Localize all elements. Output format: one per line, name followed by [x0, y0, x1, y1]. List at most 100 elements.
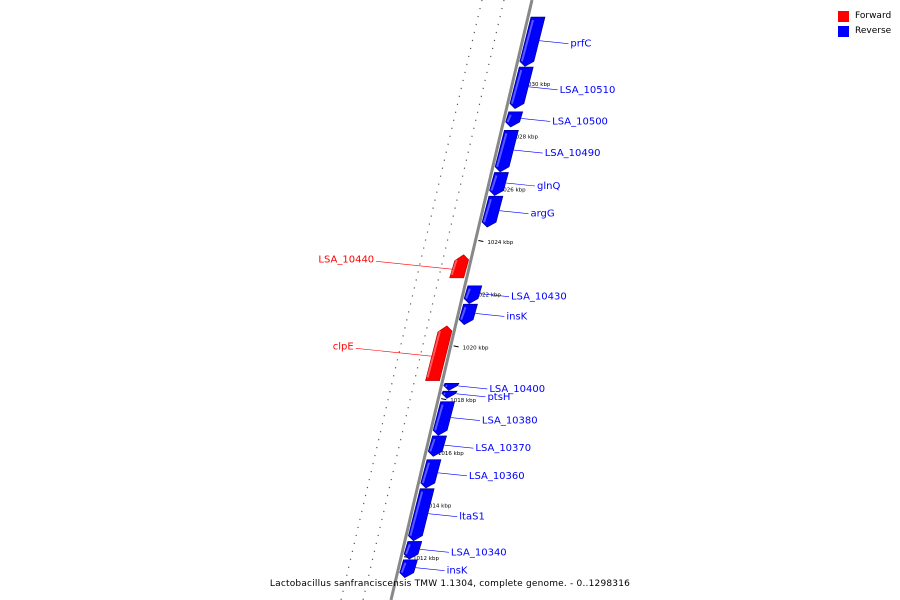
gene-leader-line: [428, 513, 458, 517]
gene-lsa_10340-16[interactable]: LSA_10340: [403, 541, 507, 560]
tick-mark: [478, 239, 484, 242]
gene-arrow[interactable]: [519, 16, 546, 67]
gene-arrow[interactable]: [399, 559, 418, 578]
gene-label[interactable]: LSA_10370: [475, 443, 531, 454]
gene-label[interactable]: LSA_10440: [318, 254, 374, 265]
gene-lsa_10400-10[interactable]: LSA_10400: [443, 382, 545, 395]
gene-highlight: [450, 259, 458, 276]
gene-ltas1-15[interactable]: ltaS1: [408, 488, 485, 542]
gene-leader-line: [513, 149, 543, 154]
gene-leader-line: [499, 210, 529, 214]
tick-label: 1018 kbp: [450, 398, 476, 404]
gene-clpe-9[interactable]: clpE: [333, 325, 453, 381]
tick-label: 1012 kbp: [413, 556, 439, 562]
gene-highlight: [506, 114, 512, 123]
gene-highlight: [483, 198, 492, 223]
gene-insk-17[interactable]: insK: [399, 559, 468, 578]
tick-mark: [453, 345, 459, 348]
gene-highlight: [421, 462, 430, 484]
gene-leader-line: [528, 86, 558, 91]
gene-leader-line: [539, 40, 569, 45]
tick-label: 1022 kbp: [475, 293, 501, 299]
gene-highlight: [465, 288, 471, 299]
gene-label[interactable]: clpE: [333, 341, 354, 352]
gene-arrow[interactable]: [403, 541, 423, 560]
gene-label[interactable]: LSA_10360: [469, 471, 525, 482]
forward-swatch: [838, 10, 849, 22]
gene-label[interactable]: LSA_10400: [489, 384, 545, 395]
gene-arrow[interactable]: [425, 325, 453, 381]
gene-label[interactable]: LSA_10430: [511, 292, 567, 303]
forward-label: Forward: [855, 11, 892, 21]
gene-leader-line: [437, 472, 467, 477]
gene-arrow[interactable]: [449, 254, 469, 279]
gene-arrow[interactable]: [505, 111, 524, 128]
genome-backbone: [389, 0, 534, 600]
gene-highlight: [460, 306, 467, 320]
tick-label: 1016 kbp: [438, 451, 464, 457]
genome-caption: Lactobacillus sanfranciscensis TMW 1.130…: [269, 579, 631, 589]
gene-lsa_10380-12[interactable]: LSA_10380: [432, 401, 538, 436]
tick-label: 1014 kbp: [425, 503, 451, 509]
gene-lsa_10500-2[interactable]: LSA_10500: [505, 111, 608, 128]
gene-label[interactable]: ltaS1: [459, 512, 485, 523]
gene-arrow[interactable]: [420, 459, 442, 489]
gene-label[interactable]: argG: [530, 209, 554, 220]
gene-leader-line: [444, 444, 474, 449]
tick-label: 1030 kbp: [525, 82, 551, 88]
legend-reverse: Reverse: [838, 24, 891, 38]
gene-highlight: [496, 133, 508, 168]
gene-leader-line: [505, 182, 536, 187]
tick-label: 1026 kbp: [500, 187, 526, 193]
gene-insk-8[interactable]: insK: [458, 303, 528, 326]
gene-arrow[interactable]: [443, 382, 460, 391]
gene-arrow[interactable]: [408, 488, 435, 542]
gene-highlight: [443, 392, 446, 396]
gene-leader-line: [415, 567, 445, 572]
gene-arrow[interactable]: [458, 303, 478, 326]
gene-lsa_10430-7[interactable]: LSA_10430: [463, 285, 567, 304]
gene-lsa_10510-1[interactable]: LSA_10510: [509, 66, 616, 109]
gene-highlight: [409, 491, 424, 536]
gene-highlight: [405, 544, 411, 555]
gene-ptsh-11[interactable]: ptsH: [441, 390, 511, 403]
dotted-guide-1: [362, 0, 505, 600]
gene-highlight: [400, 562, 407, 573]
gene-prfc-0[interactable]: prfC: [519, 16, 592, 67]
gene-label[interactable]: LSA_10510: [560, 85, 616, 96]
gene-label[interactable]: LSA_10380: [482, 416, 538, 427]
gene-leader-line: [450, 417, 480, 421]
gene-arrow[interactable]: [427, 435, 447, 457]
tick-label: 1024 kbp: [487, 240, 513, 246]
gene-label[interactable]: LSA_10500: [552, 116, 608, 127]
gene-arrow[interactable]: [441, 390, 458, 399]
gene-layer: prfC LSA_10510 LSA_10500 LSA_10490 glnQ argG L…: [318, 16, 616, 578]
gene-leader-line: [458, 385, 488, 390]
gene-label[interactable]: insK: [447, 566, 468, 577]
legend-forward: Forward: [838, 9, 891, 23]
gene-label[interactable]: ptsH: [487, 392, 510, 403]
gene-lsa_10370-13[interactable]: LSA_10370: [427, 435, 531, 457]
gene-lsa_10360-14[interactable]: LSA_10360: [420, 459, 525, 489]
gene-arrow[interactable]: [509, 66, 534, 109]
gene-lsa_10440-6[interactable]: LSA_10440: [318, 254, 469, 279]
gene-lsa_10490-3[interactable]: LSA_10490: [494, 130, 601, 173]
gene-arrow[interactable]: [432, 401, 455, 436]
gene-label[interactable]: LSA_10490: [545, 148, 601, 159]
gene-highlight: [445, 384, 448, 388]
gene-highlight: [429, 438, 436, 452]
gene-argg-5[interactable]: argG: [481, 195, 555, 228]
gene-label[interactable]: prfC: [570, 39, 591, 50]
gene-arrow[interactable]: [494, 130, 519, 173]
gene-arrow[interactable]: [463, 285, 483, 304]
gene-label[interactable]: glnQ: [537, 181, 560, 192]
gene-label[interactable]: LSA_10340: [451, 547, 507, 558]
gene-glnq-4[interactable]: glnQ: [489, 172, 561, 196]
gene-arrow[interactable]: [489, 172, 509, 196]
gene-highlight: [490, 175, 498, 191]
gene-arrow[interactable]: [481, 195, 504, 228]
reverse-swatch: [838, 25, 849, 37]
gene-highlight: [426, 330, 441, 378]
gene-label[interactable]: insK: [506, 311, 527, 322]
tick-mark: [441, 398, 447, 401]
